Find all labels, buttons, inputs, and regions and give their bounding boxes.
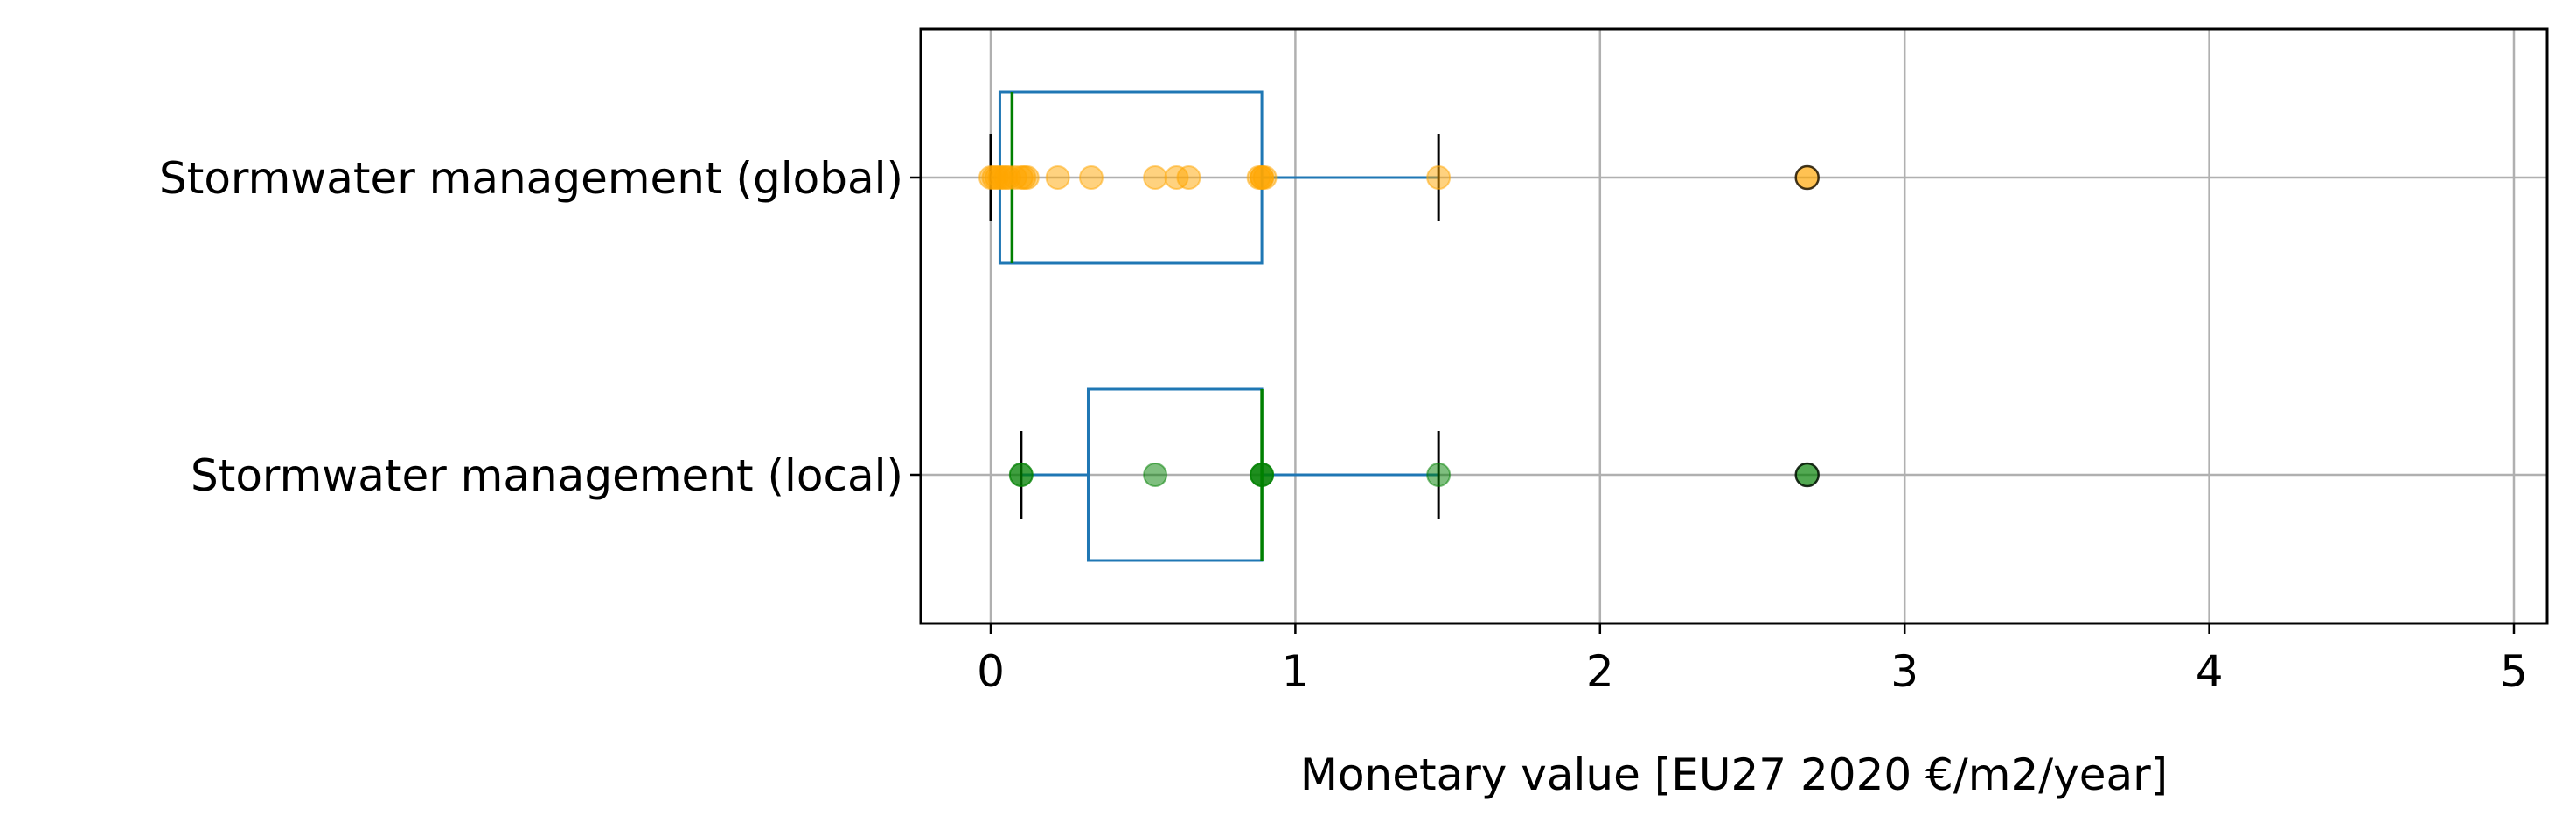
data-point [1250,463,1275,487]
data-point [1045,165,1070,190]
plot-area-frame [919,27,2549,625]
x-tick-label: 0 [977,646,1005,697]
data-point [1252,165,1278,190]
y-axis-ticks: Stormwater management (global) Stormwater… [159,153,921,501]
data-point [1426,165,1452,190]
data-point [1078,165,1104,190]
x-tick-label: 5 [2500,646,2528,697]
data-point [1008,463,1034,487]
point-layer [978,164,1820,488]
y-tick-label: Stormwater management (global) [159,153,903,204]
data-point [1426,463,1452,487]
outlier-point [1794,164,1820,191]
x-axis-ticks: 0 1 2 3 4 5 [977,623,2528,697]
data-point [1014,165,1040,190]
y-tick-label: Stormwater management (local) [191,450,903,501]
x-tick-label: 3 [1890,646,1918,697]
data-point [1143,463,1168,487]
x-tick-label: 2 [1586,646,1614,697]
x-tick-label: 1 [1281,646,1309,697]
data-point [1176,165,1201,190]
x-axis-label: Monetary value [EU27 2020 €/m2/year] [1300,749,2168,800]
data-point [1143,165,1168,190]
outlier-point [1794,462,1820,488]
x-tick-label: 4 [2196,646,2224,697]
